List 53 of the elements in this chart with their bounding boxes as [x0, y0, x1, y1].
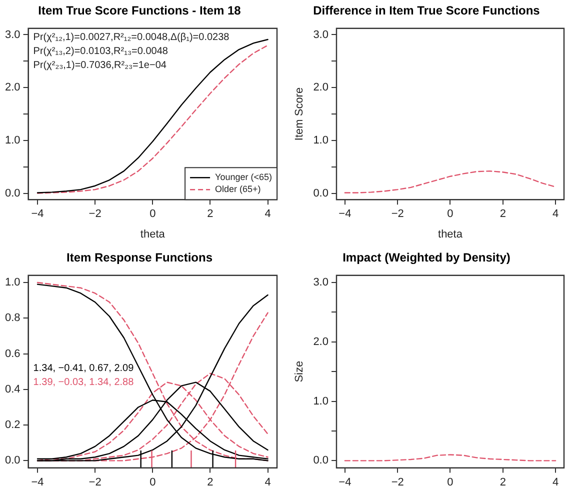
- y-tick-label: 0.0: [4, 187, 20, 200]
- x-tick-label: −2: [391, 476, 404, 488]
- y-tick-label: 0.6: [4, 348, 20, 360]
- x-tick-label: 0: [150, 476, 156, 488]
- x-tick-label: 2: [500, 476, 506, 488]
- y-tick-label: 0.0: [4, 454, 20, 467]
- y-tick-label: 3.0: [313, 28, 328, 41]
- x-tick-label: −4: [338, 208, 352, 220]
- annotation: 1.34, −0.41, 0.67, 2.09: [33, 363, 134, 374]
- x-tick-label: 2: [500, 208, 506, 220]
- y-tick-label: 1.0: [313, 395, 328, 408]
- annotation: 1.39, −0.03, 1.34, 2.88: [33, 377, 134, 388]
- annotation: Pr(χ²₁₃,2)=0.0103,R²₁₃=0.0048: [33, 46, 168, 58]
- x-tick-label: 4: [552, 476, 559, 488]
- annotation: Pr(χ²₂₃,1)=0.7036,R²₂₃=1e−04: [33, 60, 167, 72]
- x-axis-title: theta: [438, 228, 464, 240]
- x-tick-label: −4: [31, 476, 44, 488]
- x-tick-label: 0: [150, 208, 156, 220]
- y-tick-label: 2.0: [4, 82, 20, 94]
- x-tick-label: 4: [264, 208, 271, 220]
- x-tick-label: −2: [88, 476, 102, 488]
- x-tick-label: 4: [552, 208, 559, 220]
- x-axis-title: theta: [140, 228, 166, 240]
- y-tick-label: 1.0: [313, 134, 328, 146]
- x-tick-label: −4: [338, 476, 352, 488]
- y-axis-title: Size: [294, 360, 306, 382]
- x-tick-label: −4: [31, 208, 44, 220]
- chart-title: Difference in Item True Score Functions: [313, 4, 540, 18]
- legend-label: Older (65+): [215, 184, 261, 194]
- y-tick-label: 3.0: [313, 276, 328, 289]
- x-tick-label: −2: [88, 208, 102, 220]
- x-tick-label: 2: [207, 208, 214, 220]
- chart-title: Item True Score Functions - Item 18: [38, 4, 242, 18]
- y-tick-label: 0.2: [4, 419, 20, 432]
- chart-title: Impact (Weighted by Density): [342, 250, 510, 265]
- x-tick-label: −2: [391, 208, 404, 220]
- x-tick-label: 4: [264, 476, 271, 488]
- x-tick-label: 2: [207, 476, 214, 488]
- x-tick-label: 0: [447, 208, 454, 220]
- y-axis-title: Item Score: [294, 87, 306, 141]
- legend-label: Younger (<65): [215, 172, 272, 182]
- y-tick-label: 2.0: [313, 82, 328, 94]
- y-tick-label: 1.0: [4, 134, 20, 146]
- y-tick-label: 0.0: [313, 187, 328, 200]
- y-tick-label: 0.4: [4, 383, 20, 396]
- y-tick-label: 0.8: [4, 312, 20, 324]
- annotation: Pr(χ²₁₂,1)=0.0027,R²₁₂=0.0048,Δ(β₁)=0.0238: [33, 32, 230, 44]
- chart-title: Item Response Functions: [66, 250, 213, 265]
- x-tick-label: 0: [447, 476, 454, 488]
- y-tick-label: 0.0: [313, 454, 328, 467]
- y-tick-label: 2.0: [313, 336, 328, 348]
- y-tick-label: 1.0: [4, 276, 20, 289]
- y-tick-label: 3.0: [4, 28, 20, 41]
